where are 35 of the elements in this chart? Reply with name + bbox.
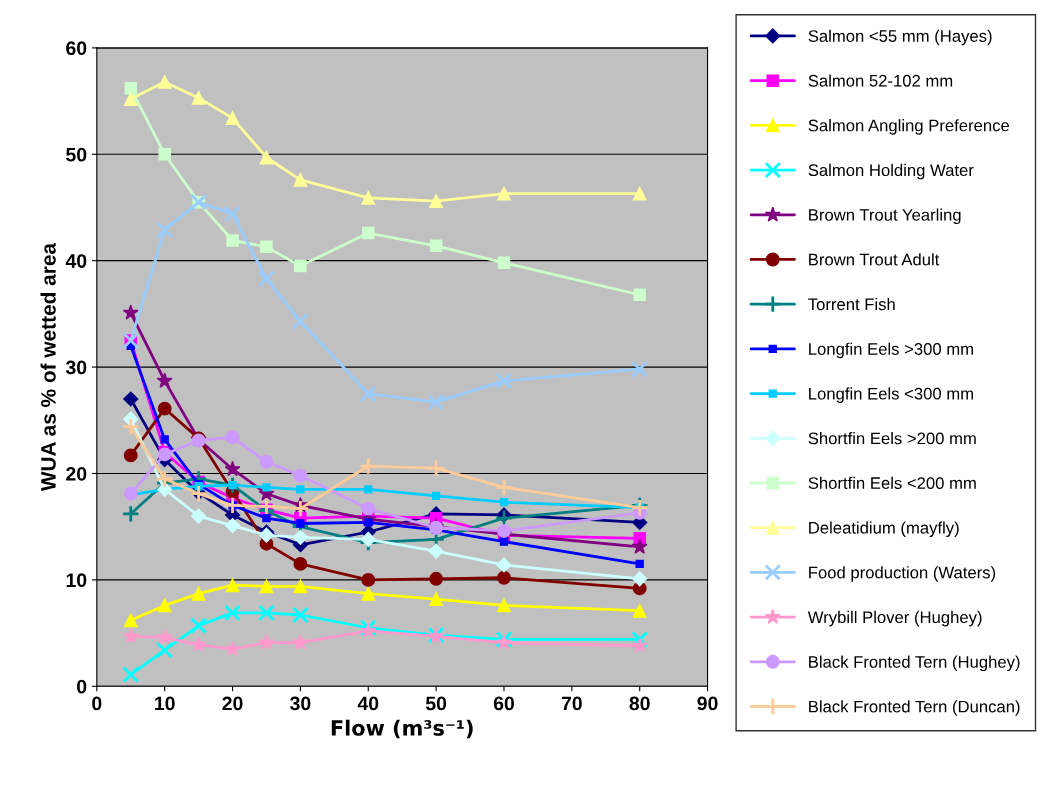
y-axis-title: WUA as % of wetted area bbox=[40, 242, 56, 492]
x-tick-label: 10 bbox=[155, 696, 175, 711]
legend-label: Longfin Eels <300 mm bbox=[809, 387, 973, 403]
legend-label: Brown Trout Yearling bbox=[809, 208, 961, 225]
legend-label: Brown Trout Adult bbox=[809, 253, 940, 266]
x-tick-label: 80 bbox=[629, 696, 650, 711]
y-tick-label: 60 bbox=[66, 41, 87, 56]
x-tick-label: 30 bbox=[290, 696, 311, 711]
legend-label: Shortfin Eels >200 mm bbox=[808, 432, 976, 445]
x-tick-label: 50 bbox=[425, 696, 447, 711]
x-tick-label: 90 bbox=[697, 696, 718, 711]
legend-label: Salmon <55 mm (Hayes) bbox=[808, 29, 992, 46]
y-tick-label: 30 bbox=[65, 360, 87, 375]
x-tick-label: 0 bbox=[92, 696, 102, 711]
legend-label: Food production (Waters) bbox=[809, 566, 996, 582]
legend-label: Salmon Angling Preference bbox=[808, 119, 1010, 135]
x-tick-label: 60 bbox=[493, 696, 514, 711]
y-tick-label: 20 bbox=[66, 466, 87, 481]
x-tick-label: 20 bbox=[222, 696, 243, 711]
x-tick-label: 70 bbox=[561, 696, 582, 711]
legend-label: Black Fronted Tern (Hughey) bbox=[809, 655, 1020, 672]
legend-label: Deleatidium (mayfly) bbox=[809, 521, 959, 537]
legend-label: Wrybill Plover (Hughey) bbox=[807, 610, 982, 627]
y-tick-label: 0 bbox=[77, 679, 87, 694]
legend-label: Longfin Eels >300 mm bbox=[809, 342, 973, 359]
legend-label: Salmon Holding Water bbox=[808, 163, 974, 180]
legend-label: Torrent Fish bbox=[808, 297, 895, 311]
legend-label: Shortfin Eels <200 mm bbox=[808, 476, 976, 489]
y-tick-label: 50 bbox=[66, 147, 87, 162]
x-tick-label: 40 bbox=[357, 696, 379, 711]
x-axis-title: Flow (m³s⁻¹) bbox=[331, 719, 473, 739]
y-tick-label: 40 bbox=[65, 254, 87, 268]
y-tick-label: 10 bbox=[66, 573, 87, 588]
legend-label: Salmon 52-102 mm bbox=[808, 74, 953, 87]
legend-label: Black Fronted Tern (Duncan) bbox=[809, 700, 1020, 716]
